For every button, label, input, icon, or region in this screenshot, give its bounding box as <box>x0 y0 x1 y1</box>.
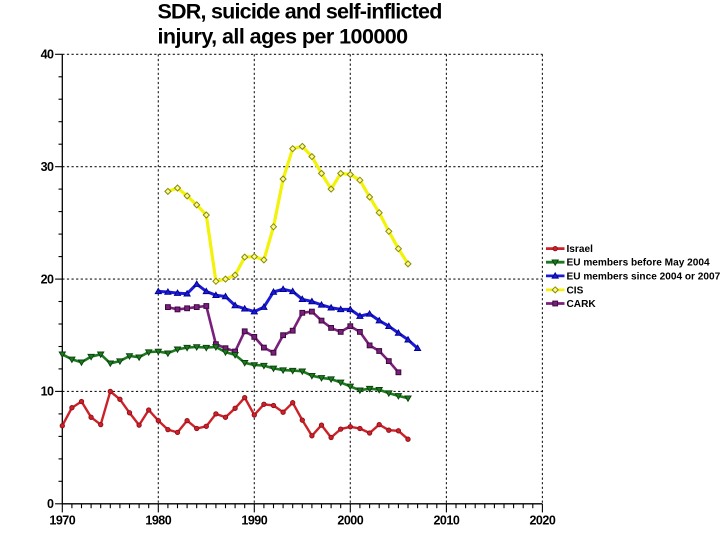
svg-text:EU members before May 2004: EU members before May 2004 <box>567 258 710 269</box>
svg-text:Israel: Israel <box>567 244 594 255</box>
svg-text:EU members since 2004 or 2007: EU members since 2004 or 2007 <box>567 271 720 282</box>
svg-text:40: 40 <box>41 48 54 62</box>
svg-text:1990: 1990 <box>241 514 267 528</box>
svg-text:1980: 1980 <box>145 514 171 528</box>
svg-text:2020: 2020 <box>529 514 555 528</box>
svg-text:30: 30 <box>41 160 54 174</box>
svg-text:10: 10 <box>41 385 54 399</box>
svg-text:injury, all ages per 100000: injury, all ages per 100000 <box>158 24 409 48</box>
svg-text:20: 20 <box>41 272 54 286</box>
svg-text:0: 0 <box>47 497 54 511</box>
svg-text:2000: 2000 <box>337 514 363 528</box>
svg-text:SDR, suicide and self-inflicte: SDR, suicide and self-inflicted <box>158 0 442 24</box>
svg-text:1970: 1970 <box>49 514 75 528</box>
svg-text:2010: 2010 <box>433 514 459 528</box>
svg-text:CIS: CIS <box>567 285 584 296</box>
svg-text:CARK: CARK <box>567 299 597 310</box>
